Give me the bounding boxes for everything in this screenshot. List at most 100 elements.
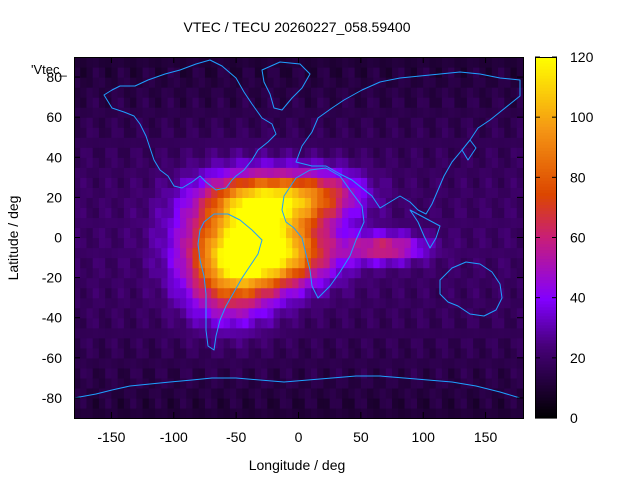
heatmap-cell <box>236 297 243 309</box>
heatmap-cell <box>466 67 474 78</box>
heatmap-cell <box>155 387 162 399</box>
heatmap-cell <box>123 357 131 369</box>
heatmap-cell <box>142 217 150 229</box>
x-tick-label: -150 <box>97 429 125 445</box>
heatmap-cell <box>367 247 374 259</box>
heatmap-cell <box>416 387 424 399</box>
heatmap-cell <box>479 207 487 219</box>
heatmap-cell <box>211 317 219 329</box>
heatmap-cell <box>148 297 156 309</box>
heatmap-cell <box>117 197 125 209</box>
heatmap-cell <box>510 167 518 178</box>
heatmap-cell <box>173 137 181 148</box>
heatmap-cell <box>92 267 100 279</box>
heatmap-cell <box>223 257 231 269</box>
heatmap-cell <box>379 167 387 178</box>
heatmap-cell <box>323 217 331 229</box>
heatmap-cell <box>267 277 275 289</box>
heatmap-cell <box>360 247 368 259</box>
heatmap-cell <box>335 117 343 128</box>
heatmap-cell <box>148 77 156 88</box>
heatmap-cell <box>441 87 449 98</box>
heatmap-cell <box>273 387 281 399</box>
heatmap-cell <box>329 377 337 389</box>
heatmap-cell <box>441 187 449 198</box>
heatmap-cell <box>204 317 212 329</box>
heatmap-cell <box>242 317 250 329</box>
heatmap-cell <box>404 137 412 148</box>
heatmap-cell <box>161 67 169 78</box>
colorbar-segment <box>535 216 557 221</box>
heatmap-cell <box>204 187 212 198</box>
heatmap-cell <box>410 107 418 118</box>
heatmap-cell <box>223 197 231 209</box>
heatmap-cell <box>74 347 81 359</box>
heatmap-cell <box>105 297 113 309</box>
heatmap-cell <box>180 397 187 409</box>
heatmap-cell <box>485 237 493 249</box>
heatmap-cell <box>367 67 374 78</box>
heatmap-cell <box>167 247 175 259</box>
heatmap-cell <box>248 297 256 309</box>
heatmap-cell <box>136 187 144 198</box>
heatmap-cell <box>441 157 449 168</box>
heatmap-cell <box>136 107 144 118</box>
heatmap-cell <box>186 157 194 168</box>
heatmap-cell <box>261 117 268 128</box>
heatmap-cell <box>236 87 243 98</box>
heatmap-cell <box>479 377 487 389</box>
heatmap-cell <box>348 407 356 419</box>
heatmap-cell <box>180 237 187 249</box>
heatmap-cell <box>242 157 250 168</box>
heatmap-cell <box>204 67 212 78</box>
heatmap-cell <box>348 397 356 409</box>
heatmap-cell <box>236 137 243 148</box>
heatmap-cell <box>98 127 106 138</box>
heatmap-cell <box>223 357 231 369</box>
heatmap-cell <box>310 57 318 68</box>
heatmap-cell <box>148 197 156 209</box>
heatmap-cell <box>373 277 381 289</box>
heatmap-cell <box>167 97 175 108</box>
heatmap-cell <box>473 57 480 68</box>
heatmap-cell <box>410 327 418 339</box>
heatmap-cell <box>136 57 144 68</box>
heatmap-cell <box>310 267 318 279</box>
heatmap-cell <box>373 157 381 168</box>
heatmap-cell <box>498 137 505 148</box>
heatmap-cell <box>123 117 131 128</box>
heatmap-cell <box>429 167 437 178</box>
heatmap-cell <box>136 317 144 329</box>
heatmap-cell <box>211 157 219 168</box>
y-tick-label: 40 <box>46 149 62 165</box>
heatmap-cell <box>229 247 237 259</box>
heatmap-cell <box>298 267 306 279</box>
heatmap-cell <box>192 407 200 419</box>
heatmap-cell <box>429 87 437 98</box>
heatmap-cell <box>310 407 318 419</box>
heatmap-cell <box>323 277 331 289</box>
colorbar-segment <box>535 111 557 115</box>
heatmap-cell <box>360 177 368 188</box>
heatmap-cell <box>105 77 113 88</box>
heatmap-cell <box>105 227 113 239</box>
heatmap-cell <box>148 397 156 409</box>
heatmap-cell <box>373 147 381 158</box>
heatmap-cell <box>429 207 437 219</box>
heatmap-cell <box>279 157 287 168</box>
heatmap-cell <box>360 327 368 339</box>
heatmap-cell <box>473 347 480 359</box>
heatmap-cell <box>148 117 156 128</box>
heatmap-cell <box>161 307 169 319</box>
heatmap-cell <box>286 277 293 289</box>
heatmap-cell <box>392 127 399 138</box>
heatmap-cell <box>248 317 256 329</box>
heatmap-cell <box>304 207 312 219</box>
heatmap-cell <box>161 197 169 209</box>
heatmap-cell <box>167 337 175 349</box>
heatmap-cell <box>261 167 268 178</box>
heatmap-cell <box>136 257 144 269</box>
coastline-greenland <box>261 61 311 111</box>
heatmap-cell <box>211 147 219 158</box>
heatmap-cell <box>242 407 250 419</box>
